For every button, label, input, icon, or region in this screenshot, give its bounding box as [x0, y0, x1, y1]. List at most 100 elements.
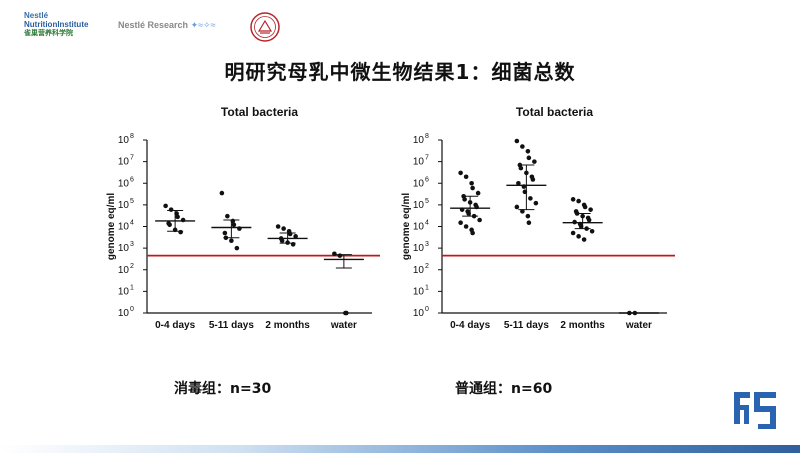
- data-point: [533, 200, 539, 206]
- data-point: [525, 213, 531, 219]
- y-tick-label-exponent: 7: [425, 155, 429, 162]
- y-tick-label-exponent: 2: [130, 263, 134, 270]
- data-point: [518, 165, 524, 171]
- chart-title: Total bacteria: [221, 105, 298, 119]
- y-tick-label: 10: [118, 286, 130, 297]
- y-tick-label-exponent: 5: [130, 198, 134, 205]
- data-point: [293, 234, 298, 239]
- y-tick-label-exponent: 0: [130, 306, 134, 313]
- data-point: [222, 230, 228, 236]
- data-point: [516, 180, 521, 186]
- data-point: [175, 214, 180, 220]
- research-brand-text: Nestlé: [118, 20, 146, 30]
- logo-nestle-text: Nestlé: [24, 11, 49, 20]
- data-point: [163, 203, 168, 209]
- y-tick-label-exponent: 3: [130, 241, 134, 248]
- data-point: [463, 224, 469, 229]
- data-point: [514, 138, 520, 144]
- data-point: [581, 237, 587, 242]
- nestle-research-logo: Nestlé Research ✦≈✧≈: [118, 20, 216, 31]
- data-point: [526, 220, 532, 225]
- data-point: [530, 177, 536, 182]
- research-tagline-text: ✦≈✧≈: [190, 20, 216, 30]
- x-tick-label: 5-11 days: [504, 320, 549, 331]
- chart-title: Total bacteria: [516, 105, 593, 119]
- y-tick-label: 10: [413, 157, 425, 168]
- y-tick-label: 10: [413, 135, 425, 146]
- data-point: [470, 230, 475, 236]
- data-point: [225, 213, 230, 219]
- y-tick-label-exponent: 0: [425, 306, 429, 313]
- y-tick-label: 10: [118, 135, 130, 146]
- data-point: [469, 180, 474, 186]
- data-point: [520, 144, 525, 149]
- data-point: [586, 217, 592, 223]
- y-tick-label: 10: [118, 200, 130, 211]
- nestle-nutrition-institute-logo: Nestlé NutritionInstitute 雀巢营养科学院: [24, 12, 88, 38]
- y-tick-label: 10: [118, 265, 130, 276]
- data-point: [458, 220, 463, 225]
- data-point: [475, 190, 481, 196]
- y-tick-label-exponent: 5: [425, 198, 429, 205]
- x-tick-label: 0-4 days: [450, 320, 490, 331]
- y-tick-label-exponent: 2: [425, 263, 429, 270]
- data-point: [582, 204, 588, 210]
- logo-nni-text: NutritionInstitute: [24, 20, 89, 29]
- x-tick-label: 2 months: [560, 320, 605, 331]
- data-point: [229, 238, 234, 244]
- y-axis-label: genome eq/ml: [106, 193, 117, 260]
- brand-mark-icon: [734, 392, 776, 429]
- data-point: [167, 222, 172, 228]
- data-point: [576, 198, 581, 204]
- y-tick-label-exponent: 1: [130, 284, 134, 291]
- university-seal-icon: [250, 12, 280, 42]
- y-tick-label-exponent: 8: [130, 133, 134, 140]
- y-tick-label-exponent: 6: [425, 176, 429, 183]
- data-point: [570, 197, 576, 202]
- x-tick-label: water: [625, 320, 652, 331]
- data-point: [576, 234, 581, 239]
- y-tick-label: 10: [118, 308, 130, 319]
- y-tick-label: 10: [118, 222, 130, 233]
- y-tick-label: 10: [413, 265, 425, 276]
- y-tick-label: 10: [413, 178, 425, 189]
- data-point: [287, 231, 293, 237]
- data-point: [231, 222, 237, 228]
- data-point: [589, 228, 595, 234]
- data-point: [337, 253, 343, 258]
- data-point: [332, 251, 337, 257]
- y-tick-label: 10: [413, 286, 425, 297]
- data-point: [275, 224, 281, 229]
- y-tick-label-exponent: 6: [130, 176, 134, 183]
- data-point: [470, 185, 475, 191]
- slide-title: 明研究母乳中微生物结果1：细菌总数: [224, 60, 576, 84]
- y-tick-label: 10: [118, 157, 130, 168]
- y-tick-label: 10: [413, 308, 425, 319]
- data-point: [588, 207, 593, 212]
- data-point: [234, 245, 240, 251]
- data-point: [178, 229, 183, 235]
- data-point: [526, 155, 532, 161]
- data-point: [520, 209, 525, 214]
- research-label-text: Research: [147, 20, 189, 30]
- data-point: [525, 149, 531, 154]
- data-point: [477, 217, 482, 223]
- x-tick-label: 5-11 days: [209, 320, 254, 331]
- data-point: [279, 238, 285, 244]
- data-point: [570, 230, 576, 236]
- y-tick-label: 10: [413, 243, 425, 254]
- y-tick-label: 10: [413, 200, 425, 211]
- y-tick-label-exponent: 8: [425, 133, 429, 140]
- y-tick-label-exponent: 3: [425, 241, 429, 248]
- logo-cn-text: 雀巢营养科学院: [24, 29, 73, 37]
- caption-normal-group: 普通组：n=60: [455, 381, 553, 397]
- y-tick-label-exponent: 7: [130, 155, 134, 162]
- data-point: [219, 190, 225, 196]
- x-tick-label: 0-4 days: [155, 320, 195, 331]
- y-tick-label: 10: [118, 178, 130, 189]
- caption-disinfection-group: 消毒组：n=30: [174, 381, 272, 397]
- data-point: [281, 226, 286, 231]
- y-axis-label: genome eq/ml: [401, 193, 412, 260]
